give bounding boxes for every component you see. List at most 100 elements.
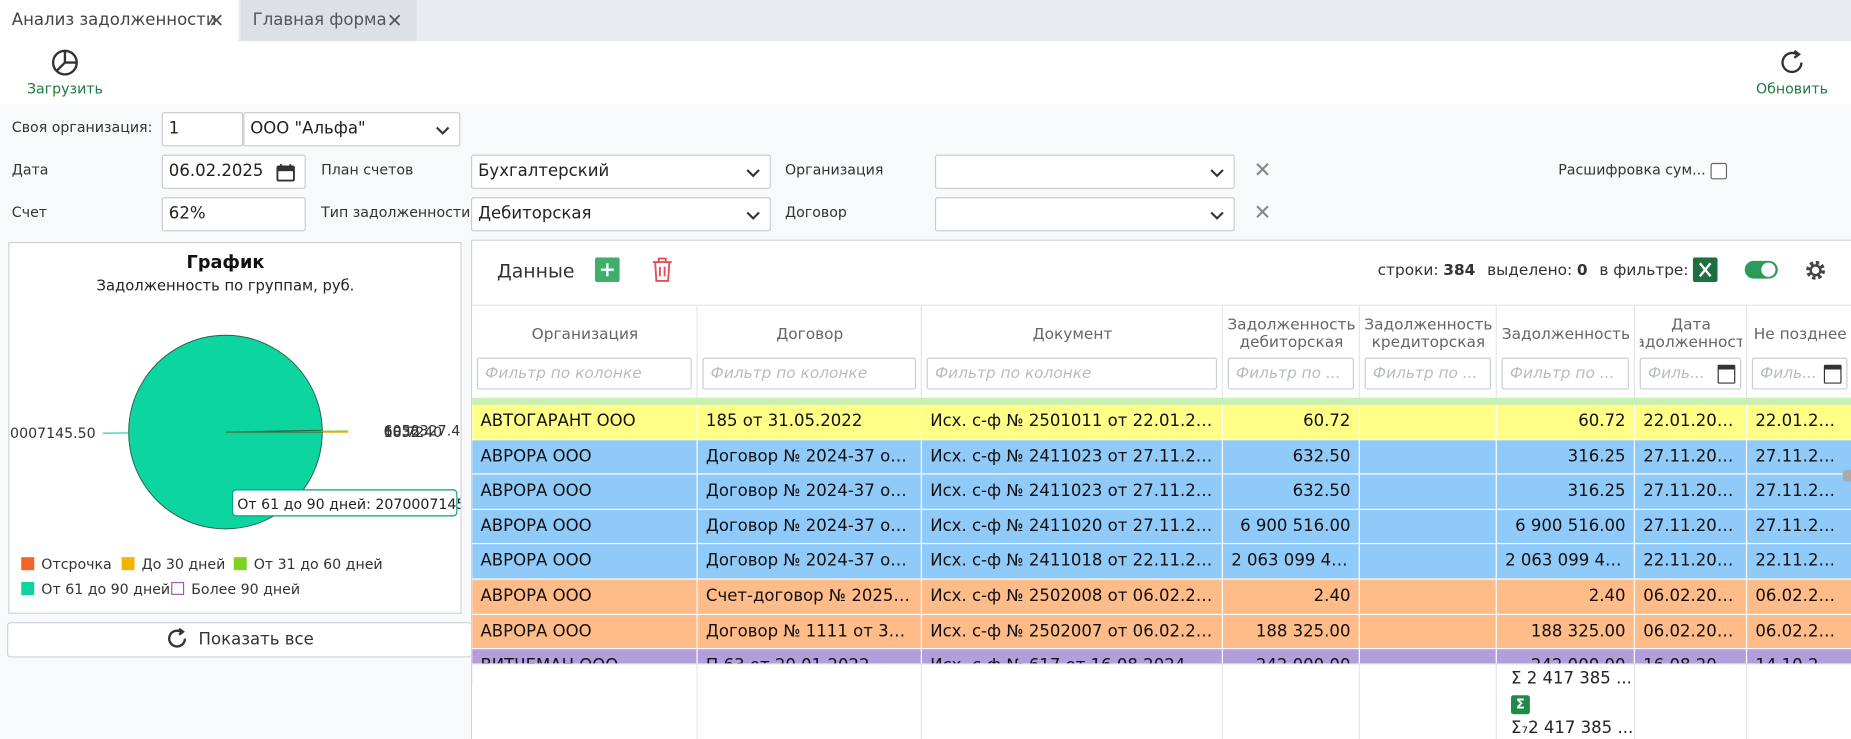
checkbox[interactable] <box>1711 163 1728 180</box>
select[interactable]: ООО "Альфа" <box>243 112 460 146</box>
refresh-button[interactable]: Обновить <box>1745 48 1839 96</box>
grid-cell: Исх. с-ф № 2411023 от 27.11.2024 <box>922 475 1223 509</box>
date-input[interactable]: 06.02.2025 <box>162 155 306 189</box>
legend-swatch <box>234 557 247 570</box>
legend-label[interactable]: От 61 до 90 дней <box>41 582 170 598</box>
column-header[interactable]: Организация <box>477 310 693 357</box>
column-filter[interactable]: Фильтр по ... <box>1228 358 1354 390</box>
grid-cell: 22.01.2025 <box>1747 405 1851 439</box>
grid-cell: 2.40 <box>1497 580 1635 614</box>
grid-cell: Договор № 1111 от 30.1... <box>698 615 922 649</box>
delete-button[interactable] <box>652 257 673 282</box>
column-header[interactable]: Задолженность кредиторская <box>1365 310 1492 357</box>
text-input[interactable]: 62% <box>162 197 306 231</box>
show-all-button[interactable]: Показать все <box>7 622 472 657</box>
toolbar: Загрузить Обновить <box>0 41 1851 104</box>
grid-cell <box>1360 440 1497 474</box>
column-header[interactable]: Документ <box>927 310 1219 357</box>
grid-cell: 316.25 <box>1497 440 1635 474</box>
grid-cell: АВТОГАРАНТ ООО <box>472 405 697 439</box>
field-label: Тип задолженности <box>321 204 470 221</box>
field-label: План счетов <box>321 162 413 179</box>
column-header[interactable]: Задолженность <box>1502 310 1631 357</box>
grid-cell: Исх. с-ф № 2411020 от 27.11.2024 <box>922 510 1223 544</box>
calendar-icon <box>1718 365 1736 384</box>
text-input[interactable]: 1 <box>162 112 243 146</box>
column-filter[interactable]: Филь... <box>1640 358 1742 390</box>
column-header[interactable]: Не позднее <box>1752 310 1849 357</box>
scrollbar-thumb[interactable] <box>1843 470 1851 482</box>
load-label: Загрузить <box>18 80 112 97</box>
column-filter[interactable]: Филь... <box>1752 358 1848 390</box>
calendar-icon[interactable] <box>276 163 295 182</box>
field-label: Дата <box>12 162 49 179</box>
column-filter[interactable]: Фильтр по колонке <box>927 358 1217 390</box>
select[interactable]: Дебиторская <box>471 197 771 231</box>
grid-cell: 188 325.00 <box>1497 615 1635 649</box>
footer-sum-badge[interactable]: Σ <box>1511 695 1530 714</box>
grid-row[interactable]: АВРОРА ОООДоговор № 2024-37 от 2...Исх. … <box>472 510 1851 545</box>
grid-cell: 06.02.2025 <box>1635 615 1747 649</box>
add-button[interactable] <box>595 257 620 282</box>
grid-row[interactable]: АВРОРА ОООДоговор № 2024-37 от 2...Исх. … <box>472 475 1851 510</box>
column-header[interactable]: Дата задолженности <box>1640 310 1743 357</box>
chart-title: График <box>187 253 265 273</box>
slice-label: 2070007145.50 <box>9 426 95 442</box>
grid-cell: 6 900 516.00 <box>1223 510 1360 544</box>
legend-label[interactable]: До 30 дней <box>142 557 226 573</box>
grid-cell: 22.11.2024 <box>1747 545 1851 579</box>
legend-label[interactable]: Отсрочка <box>41 557 111 573</box>
load-icon <box>51 48 79 76</box>
tab[interactable]: Анализ задолженности✕ <box>0 0 238 41</box>
grid-cell: Договор № 2024-37 от 2... <box>698 545 922 579</box>
column-filter[interactable]: Фильтр по колонке <box>477 358 692 390</box>
tab[interactable]: Главная форма✕ <box>241 0 417 41</box>
legend-swatch <box>21 557 34 570</box>
load-button[interactable]: Загрузить <box>18 48 112 96</box>
legend-label[interactable]: От 31 до 60 дней <box>254 557 383 573</box>
clear-button[interactable]: ✕ <box>1254 158 1272 183</box>
tab-close[interactable]: ✕ <box>208 0 224 41</box>
refresh-label: Обновить <box>1745 80 1839 97</box>
select[interactable]: Бухгалтерский <box>471 155 771 189</box>
grid-cell: АВРОРА ООО <box>472 440 697 474</box>
settings-button[interactable] <box>1803 257 1829 283</box>
grid-body: ОрганизацияФильтр по колонкеДоговорФильт… <box>472 305 1851 739</box>
row-separator <box>472 398 1851 405</box>
tab-label: Анализ задолженности <box>12 11 217 30</box>
stat-label: строки: <box>1378 262 1439 280</box>
grid-cell: 632.50 <box>1223 475 1360 509</box>
clear-button[interactable]: ✕ <box>1254 201 1272 226</box>
grid-cell: 06.02.2025 <box>1747 580 1851 614</box>
field-label: Своя организация: <box>12 119 153 136</box>
grid-row[interactable]: АВРОРА ОООСчет-договор № 2025-1 ...Исх. … <box>472 580 1851 615</box>
legend-label[interactable]: Более 90 дней <box>191 582 300 598</box>
stat-value: 0 <box>1577 262 1588 280</box>
stat-label: выделено: <box>1487 262 1572 280</box>
grid-cell: 27.11.2024 <box>1635 475 1747 509</box>
grid-row[interactable]: АВРОРА ОООДоговор № 2024-37 от 2...Исх. … <box>472 440 1851 475</box>
excel-button[interactable] <box>1693 257 1718 282</box>
tab-close[interactable]: ✕ <box>387 0 403 41</box>
chart-panel: График Задолженность по группам, руб. 18… <box>8 242 461 614</box>
grid-cell: 22.11.2024 <box>1635 545 1747 579</box>
grid-cell: АВРОРА ООО <box>472 510 697 544</box>
chart-subtitle: Задолженность по группам, руб. <box>97 277 355 294</box>
grid-row[interactable]: АВРОРА ОООДоговор № 1111 от 30.1...Исх. … <box>472 615 1851 650</box>
column-filter[interactable]: Фильтр по колонке <box>702 358 916 390</box>
footer-filtered-sum: Σ₇2 417 385 ... <box>1511 719 1633 738</box>
toggle[interactable] <box>1744 260 1779 280</box>
column-header[interactable]: Задолженность дебиторская <box>1228 310 1355 357</box>
column-filter[interactable]: Фильтр по ... <box>1502 358 1629 390</box>
column-header[interactable]: Договор <box>702 310 917 357</box>
grid-cell: АВРОРА ООО <box>472 615 697 649</box>
select[interactable] <box>935 197 1235 231</box>
data-grid: Данные строки:384выделено:0в фильтре:0 О… <box>471 240 1851 739</box>
grid-row[interactable]: АВТОГАРАНТ ООО185 от 31.05.2022Исх. с-ф … <box>472 405 1851 440</box>
column-filter[interactable]: Фильтр по ... <box>1365 358 1491 390</box>
select[interactable] <box>935 155 1235 189</box>
legend-swatch <box>122 557 135 570</box>
grid-cell <box>1360 475 1497 509</box>
grid-row[interactable]: АВРОРА ОООДоговор № 2024-37 от 2...Исх. … <box>472 545 1851 580</box>
